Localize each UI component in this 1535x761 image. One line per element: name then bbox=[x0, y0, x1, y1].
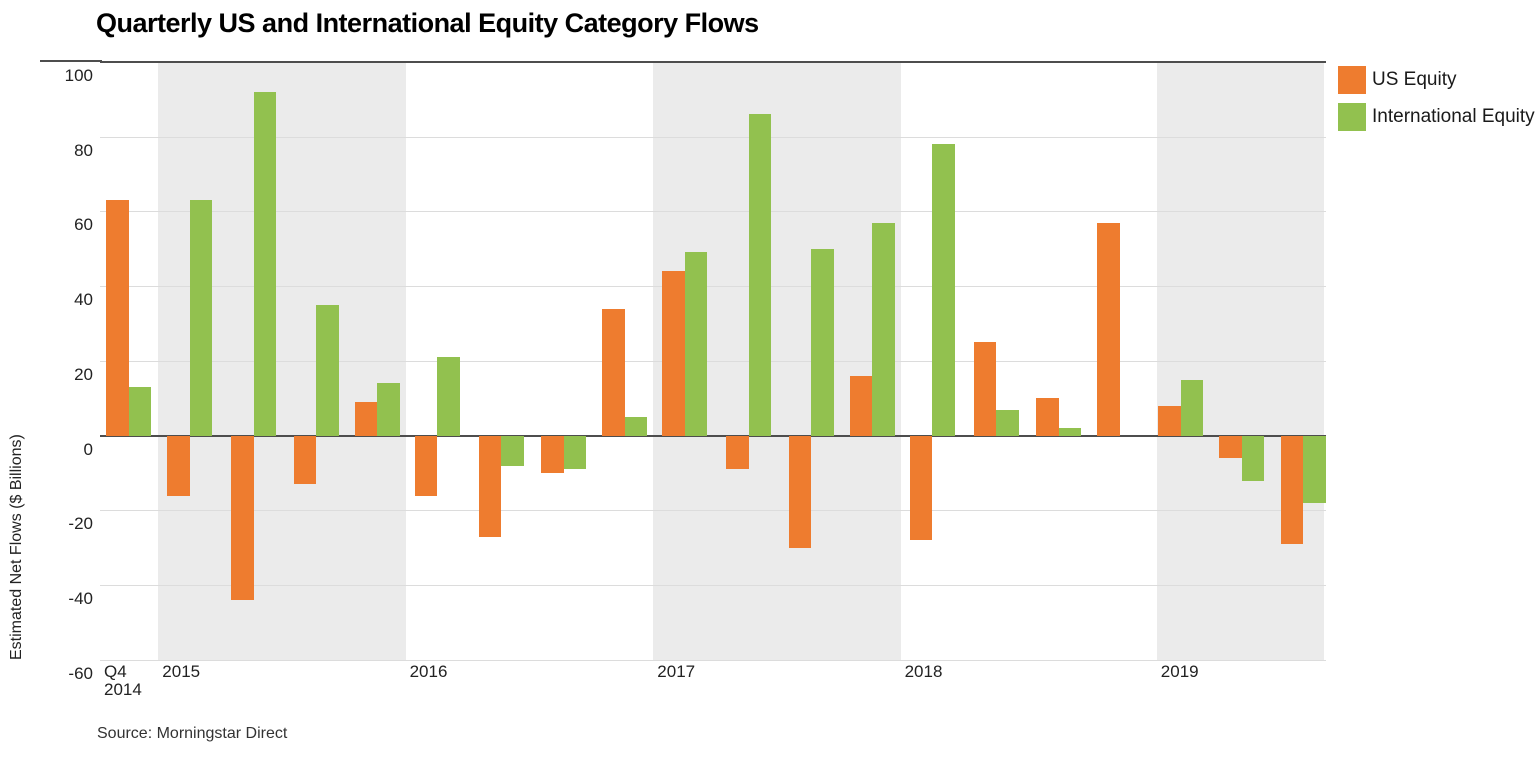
gridline--60 bbox=[100, 660, 1326, 662]
bar-intl-equity-2014-q4 bbox=[128, 387, 151, 436]
legend-swatch-us_equity bbox=[1338, 66, 1366, 94]
gridline--40 bbox=[100, 585, 1326, 587]
bar-us-equity-2018-q4 bbox=[1097, 222, 1120, 436]
bar-us-equity-2016-q4 bbox=[602, 308, 625, 436]
bar-intl-equity-2018-q1 bbox=[932, 144, 955, 436]
gridline-40 bbox=[100, 286, 1326, 288]
gridline-20 bbox=[100, 360, 1326, 362]
bar-us-equity-2015-q4 bbox=[354, 402, 378, 436]
plot-area bbox=[100, 60, 1326, 662]
chart-title: Quarterly US and International Equity Ca… bbox=[96, 8, 759, 38]
bar-us-equity-2014-q4 bbox=[106, 200, 129, 436]
bar-us-equity-2017-q4 bbox=[849, 375, 873, 436]
bar-us-equity-2016-q2 bbox=[478, 435, 502, 537]
bar-intl-equity-2018-q3 bbox=[1058, 428, 1082, 436]
bar-intl-equity-2015-q1 bbox=[189, 200, 213, 436]
y-tick-label-100: 100 bbox=[64, 65, 93, 85]
x-label-2017: 2017 bbox=[657, 662, 696, 681]
bar-us-equity-2017-q2 bbox=[726, 435, 749, 470]
bar-intl-equity-2017-q2 bbox=[748, 114, 772, 436]
axis-top-border-gutter bbox=[40, 60, 102, 62]
gridline-60 bbox=[100, 211, 1326, 213]
legend-row-intl_equity: International Equity bbox=[1338, 103, 1535, 131]
bar-intl-equity-2019-q3 bbox=[1303, 435, 1326, 503]
bar-us-equity-2018-q3 bbox=[1036, 398, 1059, 436]
y-tick-label-20: 20 bbox=[74, 364, 93, 384]
bar-us-equity-2017-q1 bbox=[662, 271, 685, 436]
bar-us-equity-2018-q2 bbox=[973, 342, 997, 436]
bar-intl-equity-2016-q2 bbox=[501, 435, 524, 466]
y-tick-label-60: 60 bbox=[74, 215, 93, 235]
bar-intl-equity-2015-q3 bbox=[316, 304, 339, 436]
x-label-2016: 2016 bbox=[409, 662, 448, 681]
legend-label-intl_equity: International Equity bbox=[1372, 106, 1535, 127]
bar-intl-equity-2016-q4 bbox=[624, 417, 648, 436]
bar-us-equity-2016-q3 bbox=[541, 435, 564, 474]
bar-intl-equity-2017-q3 bbox=[811, 248, 834, 436]
bar-intl-equity-2017-q1 bbox=[684, 252, 708, 436]
bar-intl-equity-2015-q4 bbox=[377, 383, 400, 436]
bar-us-equity-2019-q2 bbox=[1219, 435, 1242, 459]
bar-us-equity-2016-q1 bbox=[414, 435, 438, 496]
gridline--20 bbox=[100, 510, 1326, 512]
y-tick-label-0: 0 bbox=[83, 439, 93, 459]
legend-label-us_equity: US Equity bbox=[1372, 69, 1457, 90]
bar-intl-equity-2017-q4 bbox=[872, 222, 895, 436]
bar-us-equity-2015-q1 bbox=[167, 435, 190, 496]
x-label-2015: 2015 bbox=[162, 662, 201, 681]
x-label-2014-q4: Q4 2014 bbox=[104, 662, 142, 699]
bar-us-equity-2019-q1 bbox=[1158, 405, 1181, 436]
bar-intl-equity-2018-q2 bbox=[996, 409, 1019, 436]
bar-us-equity-2017-q3 bbox=[788, 435, 812, 548]
bar-intl-equity-2019-q2 bbox=[1241, 435, 1265, 481]
bar-us-equity-2019-q3 bbox=[1280, 435, 1304, 545]
x-label-2019: 2019 bbox=[1160, 662, 1199, 681]
y-tick-label-80: 80 bbox=[74, 140, 93, 160]
gridline-80 bbox=[100, 136, 1326, 138]
legend-swatch-intl_equity bbox=[1338, 103, 1366, 131]
axis-line-0 bbox=[100, 434, 1326, 437]
bar-intl-equity-2016-q3 bbox=[563, 435, 587, 470]
y-tick-label--40: -40 bbox=[68, 589, 93, 609]
bar-intl-equity-2019-q1 bbox=[1180, 379, 1204, 436]
axis-line-100 bbox=[100, 60, 1326, 63]
bar-intl-equity-2016-q1 bbox=[437, 357, 460, 436]
y-tick-label--60: -60 bbox=[68, 664, 93, 684]
bar-intl-equity-2015-q2 bbox=[253, 91, 277, 436]
source-note: Source: Morningstar Direct bbox=[97, 725, 288, 742]
legend-row-us_equity: US Equity bbox=[1338, 66, 1533, 94]
y-tick-label-40: 40 bbox=[74, 290, 93, 310]
legend: US Equity International Equity bbox=[1338, 66, 1535, 140]
bar-us-equity-2018-q1 bbox=[909, 435, 933, 541]
y-tick-label--20: -20 bbox=[68, 514, 93, 534]
x-label-2018: 2018 bbox=[904, 662, 943, 681]
bar-us-equity-2015-q2 bbox=[231, 435, 254, 601]
bar-us-equity-2015-q3 bbox=[293, 435, 317, 485]
